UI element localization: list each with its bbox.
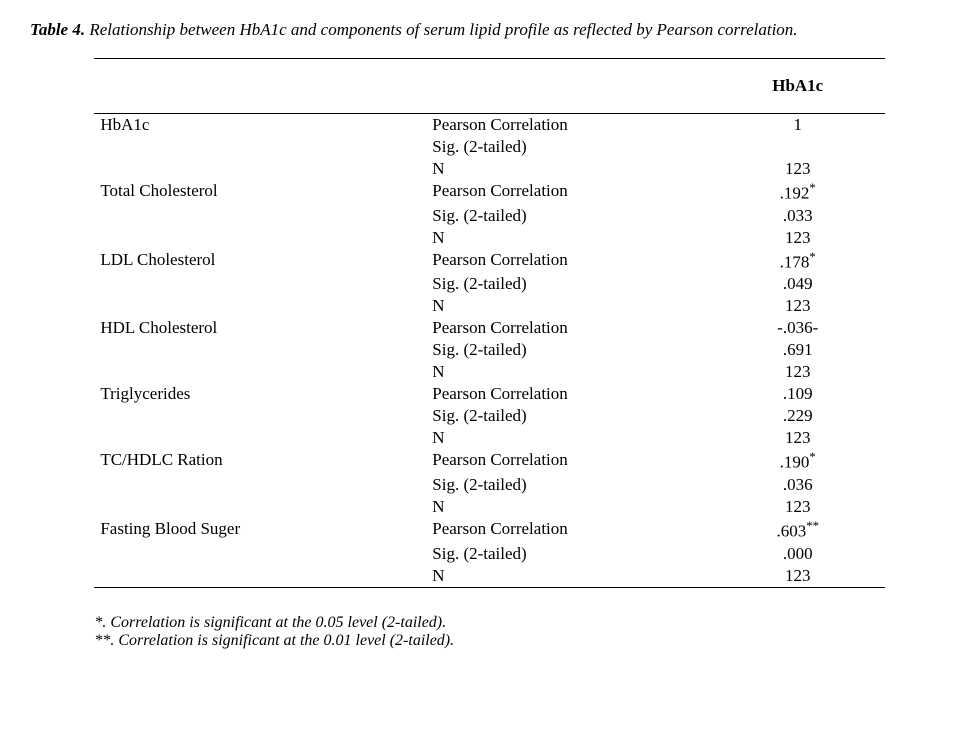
table-body: HbA1cPearson Correlation1Sig. (2-tailed)…	[94, 114, 884, 604]
cell-value: 123	[711, 565, 885, 588]
cell-stat-label: N	[426, 427, 711, 449]
cell-value: 1	[711, 114, 885, 137]
cell-value: .033	[711, 205, 885, 227]
cell-stat-label: N	[426, 227, 711, 249]
cell-value: 123	[711, 227, 885, 249]
cell-stat-label: Pearson Correlation	[426, 114, 711, 137]
table-caption-label: Table 4.	[30, 20, 85, 39]
cell-variable	[94, 474, 426, 496]
cell-value: 123	[711, 361, 885, 383]
cell-variable: Fasting Blood Suger	[94, 518, 426, 543]
cell-variable	[94, 565, 426, 588]
cell-variable: TC/HDLC Ration	[94, 449, 426, 474]
table-row: TriglyceridesPearson Correlation.109	[94, 383, 884, 405]
cell-stat-label: Sig. (2-tailed)	[426, 474, 711, 496]
table-row: HbA1cPearson Correlation1	[94, 114, 884, 137]
header-blank-2	[426, 75, 711, 97]
cell-value: .229	[711, 405, 885, 427]
cell-value: 123	[711, 295, 885, 317]
table-row: Sig. (2-tailed).036	[94, 474, 884, 496]
cell-variable	[94, 543, 426, 565]
cell-stat-label: Sig. (2-tailed)	[426, 136, 711, 158]
cell-variable	[94, 405, 426, 427]
cell-value: 123	[711, 158, 885, 180]
cell-stat-label: Pearson Correlation	[426, 180, 711, 205]
cell-value: 123	[711, 496, 885, 518]
cell-value	[711, 136, 885, 158]
cell-stat-label: Pearson Correlation	[426, 383, 711, 405]
header-value: HbA1c	[711, 75, 885, 97]
cell-stat-label: Sig. (2-tailed)	[426, 205, 711, 227]
cell-value: .192*	[711, 180, 885, 205]
table-row: Total CholesterolPearson Correlation.192…	[94, 180, 884, 205]
cell-variable	[94, 227, 426, 249]
cell-stat-label: Sig. (2-tailed)	[426, 273, 711, 295]
cell-value: 123	[711, 427, 885, 449]
cell-value: .691	[711, 339, 885, 361]
cell-value: .109	[711, 383, 885, 405]
table-row: Sig. (2-tailed).033	[94, 205, 884, 227]
cell-stat-label: Sig. (2-tailed)	[426, 339, 711, 361]
cell-stat-label: N	[426, 361, 711, 383]
cell-stat-label: N	[426, 295, 711, 317]
table-footnotes: *. Correlation is significant at the 0.0…	[94, 614, 884, 650]
cell-value: .036	[711, 474, 885, 496]
cell-variable: HbA1c	[94, 114, 426, 137]
header-blank-1	[94, 75, 426, 97]
table-row: HDL CholesterolPearson Correlation-.036-	[94, 317, 884, 339]
table-row: N123	[94, 427, 884, 449]
table-row: Fasting Blood SugerPearson Correlation.6…	[94, 518, 884, 543]
cell-stat-label: N	[426, 565, 711, 588]
cell-variable	[94, 158, 426, 180]
cell-value: .178*	[711, 249, 885, 274]
correlation-table: HbA1c HbA1cPearson Correlation1Sig. (2-t…	[94, 58, 884, 604]
cell-value: .049	[711, 273, 885, 295]
cell-variable	[94, 427, 426, 449]
cell-variable	[94, 295, 426, 317]
cell-value: -.036-	[711, 317, 885, 339]
cell-stat-label: Sig. (2-tailed)	[426, 543, 711, 565]
cell-value: .603**	[711, 518, 885, 543]
table-row: LDL CholesterolPearson Correlation.178*	[94, 249, 884, 274]
table-row: N123	[94, 565, 884, 588]
cell-variable	[94, 496, 426, 518]
footnote-05: *. Correlation is significant at the 0.0…	[94, 614, 884, 632]
table-row: Sig. (2-tailed).229	[94, 405, 884, 427]
footnote-01: **. Correlation is significant at the 0.…	[94, 632, 884, 650]
table-caption-text: Relationship between HbA1c and component…	[89, 20, 797, 39]
table-row: N123	[94, 361, 884, 383]
cell-stat-label: Pearson Correlation	[426, 317, 711, 339]
cell-variable: LDL Cholesterol	[94, 249, 426, 274]
table-row: N123	[94, 496, 884, 518]
table-row: N123	[94, 295, 884, 317]
table-row: Sig. (2-tailed).000	[94, 543, 884, 565]
cell-stat-label: Pearson Correlation	[426, 249, 711, 274]
cell-value: .190*	[711, 449, 885, 474]
table-row: N123	[94, 158, 884, 180]
cell-variable	[94, 361, 426, 383]
cell-value: .000	[711, 543, 885, 565]
cell-variable: Triglycerides	[94, 383, 426, 405]
cell-variable	[94, 273, 426, 295]
cell-stat-label: N	[426, 496, 711, 518]
table-row: Sig. (2-tailed).049	[94, 273, 884, 295]
table-row: Sig. (2-tailed)	[94, 136, 884, 158]
cell-variable	[94, 205, 426, 227]
cell-variable	[94, 136, 426, 158]
cell-stat-label: Sig. (2-tailed)	[426, 405, 711, 427]
table-row: N123	[94, 227, 884, 249]
cell-variable: Total Cholesterol	[94, 180, 426, 205]
cell-stat-label: N	[426, 158, 711, 180]
table-row: Sig. (2-tailed).691	[94, 339, 884, 361]
table-caption: Table 4. Relationship between HbA1c and …	[30, 20, 949, 40]
cell-variable: HDL Cholesterol	[94, 317, 426, 339]
cell-stat-label: Pearson Correlation	[426, 449, 711, 474]
cell-variable	[94, 339, 426, 361]
table-row: TC/HDLC RationPearson Correlation.190*	[94, 449, 884, 474]
cell-stat-label: Pearson Correlation	[426, 518, 711, 543]
